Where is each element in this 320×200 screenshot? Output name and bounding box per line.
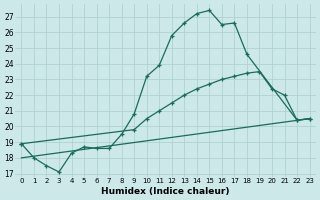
X-axis label: Humidex (Indice chaleur): Humidex (Indice chaleur) — [101, 187, 230, 196]
